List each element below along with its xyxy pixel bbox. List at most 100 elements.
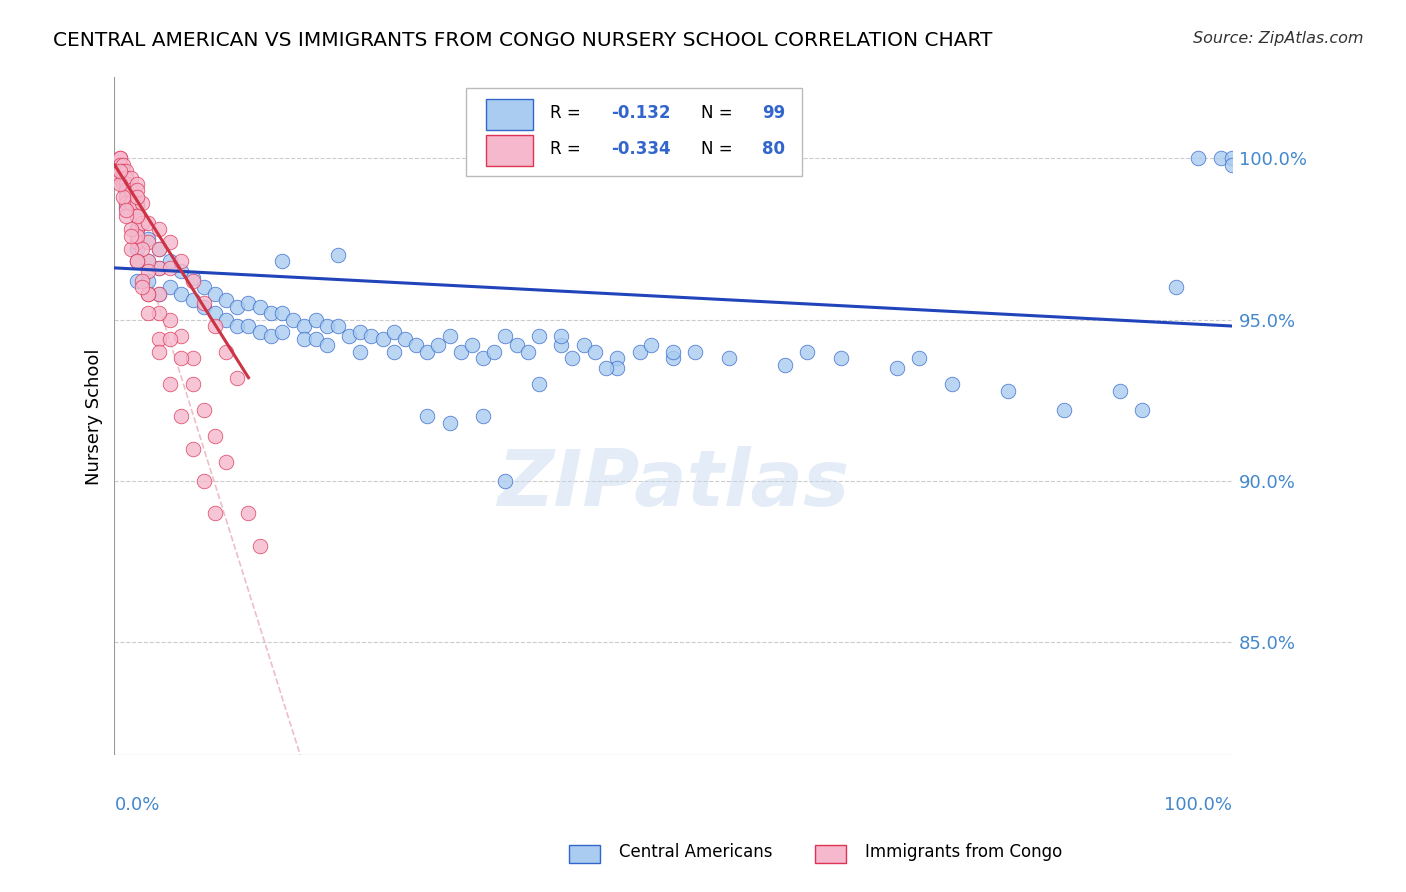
- Point: [148, 242, 170, 256]
- Point: [131, 274, 153, 288]
- Point: [439, 328, 461, 343]
- Point: [136, 232, 159, 246]
- Point: [112, 190, 135, 204]
- Point: [159, 260, 181, 275]
- Point: [997, 384, 1019, 398]
- Point: [159, 332, 181, 346]
- Point: [304, 332, 326, 346]
- Point: [181, 274, 204, 288]
- Point: [108, 151, 131, 165]
- Point: [148, 286, 170, 301]
- Text: Source: ZipAtlas.com: Source: ZipAtlas.com: [1194, 31, 1364, 46]
- Point: [148, 222, 170, 236]
- Point: [125, 183, 148, 197]
- Point: [159, 280, 181, 294]
- Point: [125, 222, 148, 236]
- Point: [527, 328, 550, 343]
- Point: [226, 318, 249, 333]
- Point: [796, 344, 818, 359]
- Point: [170, 351, 193, 366]
- Point: [159, 377, 181, 392]
- Point: [204, 429, 226, 443]
- Point: [382, 344, 405, 359]
- Point: [260, 306, 283, 320]
- Point: [550, 328, 572, 343]
- Point: [114, 183, 136, 197]
- Point: [193, 296, 215, 310]
- Y-axis label: Nursery School: Nursery School: [86, 348, 103, 484]
- Point: [136, 235, 159, 249]
- Point: [193, 474, 215, 488]
- Point: [112, 164, 135, 178]
- Point: [505, 338, 527, 352]
- Point: [461, 338, 484, 352]
- Point: [1053, 403, 1076, 417]
- Point: [114, 209, 136, 223]
- Point: [148, 242, 170, 256]
- Point: [193, 280, 215, 294]
- Text: CENTRAL AMERICAN VS IMMIGRANTS FROM CONGO NURSERY SCHOOL CORRELATION CHART: CENTRAL AMERICAN VS IMMIGRANTS FROM CONG…: [53, 31, 993, 50]
- Point: [125, 222, 148, 236]
- Point: [136, 274, 159, 288]
- Point: [371, 332, 394, 346]
- Point: [561, 351, 583, 366]
- Point: [108, 170, 131, 185]
- Point: [125, 254, 148, 268]
- Point: [662, 344, 685, 359]
- Point: [315, 318, 337, 333]
- Text: N =: N =: [702, 103, 738, 121]
- Point: [170, 328, 193, 343]
- Point: [136, 286, 159, 301]
- Point: [226, 300, 249, 314]
- Point: [484, 344, 506, 359]
- Point: [941, 377, 963, 392]
- Point: [394, 332, 416, 346]
- Point: [108, 164, 131, 178]
- Point: [271, 254, 294, 268]
- Point: [108, 151, 131, 165]
- Point: [908, 351, 931, 366]
- Point: [1130, 403, 1153, 417]
- Point: [249, 326, 271, 340]
- Point: [120, 222, 142, 236]
- Point: [114, 177, 136, 191]
- Text: -0.132: -0.132: [612, 103, 671, 121]
- Point: [204, 318, 226, 333]
- Point: [114, 183, 136, 197]
- Point: [112, 170, 135, 185]
- Point: [550, 338, 572, 352]
- Bar: [486, 99, 533, 129]
- Point: [114, 200, 136, 214]
- Point: [292, 318, 315, 333]
- Point: [193, 300, 215, 314]
- Point: [131, 280, 153, 294]
- Point: [249, 539, 271, 553]
- Text: Central Americans: Central Americans: [619, 843, 772, 861]
- Point: [120, 183, 142, 197]
- Point: [304, 312, 326, 326]
- Point: [114, 170, 136, 185]
- Point: [349, 344, 371, 359]
- Point: [120, 228, 142, 243]
- Point: [572, 338, 595, 352]
- Point: [495, 474, 517, 488]
- Point: [717, 351, 740, 366]
- Point: [215, 454, 238, 468]
- Point: [125, 274, 148, 288]
- Point: [112, 158, 135, 172]
- Point: [125, 190, 148, 204]
- Point: [114, 190, 136, 204]
- Point: [628, 344, 651, 359]
- Point: [181, 442, 204, 456]
- Point: [583, 344, 606, 359]
- Point: [527, 377, 550, 392]
- Point: [114, 202, 136, 217]
- Point: [131, 242, 153, 256]
- Point: [1164, 280, 1187, 294]
- Point: [326, 318, 349, 333]
- Point: [326, 248, 349, 262]
- Point: [606, 351, 628, 366]
- Point: [640, 338, 662, 352]
- Point: [472, 409, 495, 424]
- Point: [148, 260, 170, 275]
